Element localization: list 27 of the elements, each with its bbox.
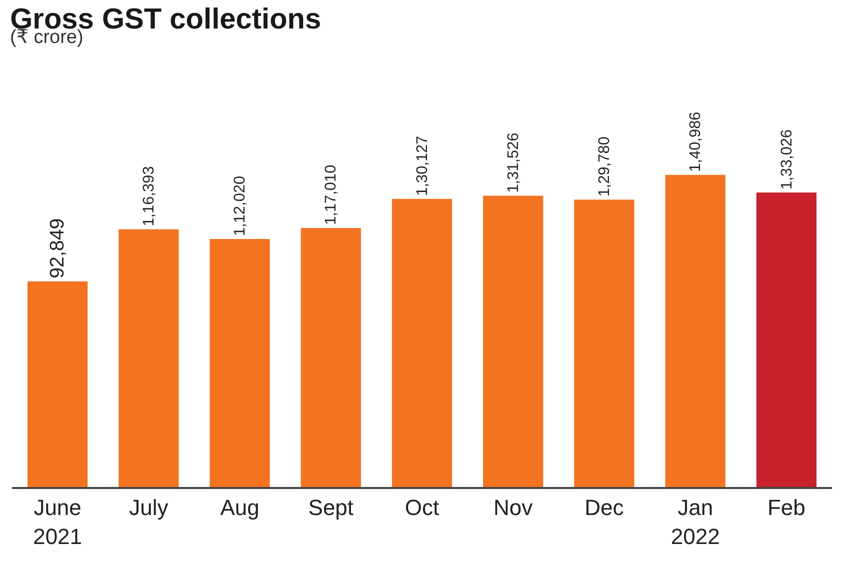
x-tick-label: Dec <box>584 495 624 520</box>
x-tick-label: July <box>129 495 168 520</box>
x-tick-label: Feb <box>767 495 806 520</box>
data-label: 1,16,393 <box>140 166 158 226</box>
bar <box>300 228 361 487</box>
x-tick-label: Jan 2022 <box>670 495 720 549</box>
bar <box>574 200 634 487</box>
bar <box>665 174 726 487</box>
x-tick-label: Sept <box>308 495 354 520</box>
bar <box>118 229 179 487</box>
data-label: 1,12,020 <box>232 176 249 236</box>
data-label: 1,29,780 <box>596 136 614 197</box>
x-tick-label: Aug <box>220 495 260 520</box>
bar <box>27 281 88 487</box>
bar <box>756 192 817 487</box>
data-label: 1,40,986 <box>687 112 704 172</box>
data-label: 1,33,026 <box>778 129 796 190</box>
x-tick-label: Oct <box>404 495 440 520</box>
data-label: 1,30,127 <box>414 136 431 196</box>
bar <box>392 198 452 487</box>
bar <box>210 238 270 487</box>
data-label: 1,17,010 <box>322 164 340 225</box>
data-label: 1,31,526 <box>504 132 522 193</box>
x-tick-label: June 2021 <box>33 495 82 549</box>
data-label: 92,849 <box>46 218 69 278</box>
x-tick-label: Nov <box>494 495 533 520</box>
bar <box>483 196 544 487</box>
